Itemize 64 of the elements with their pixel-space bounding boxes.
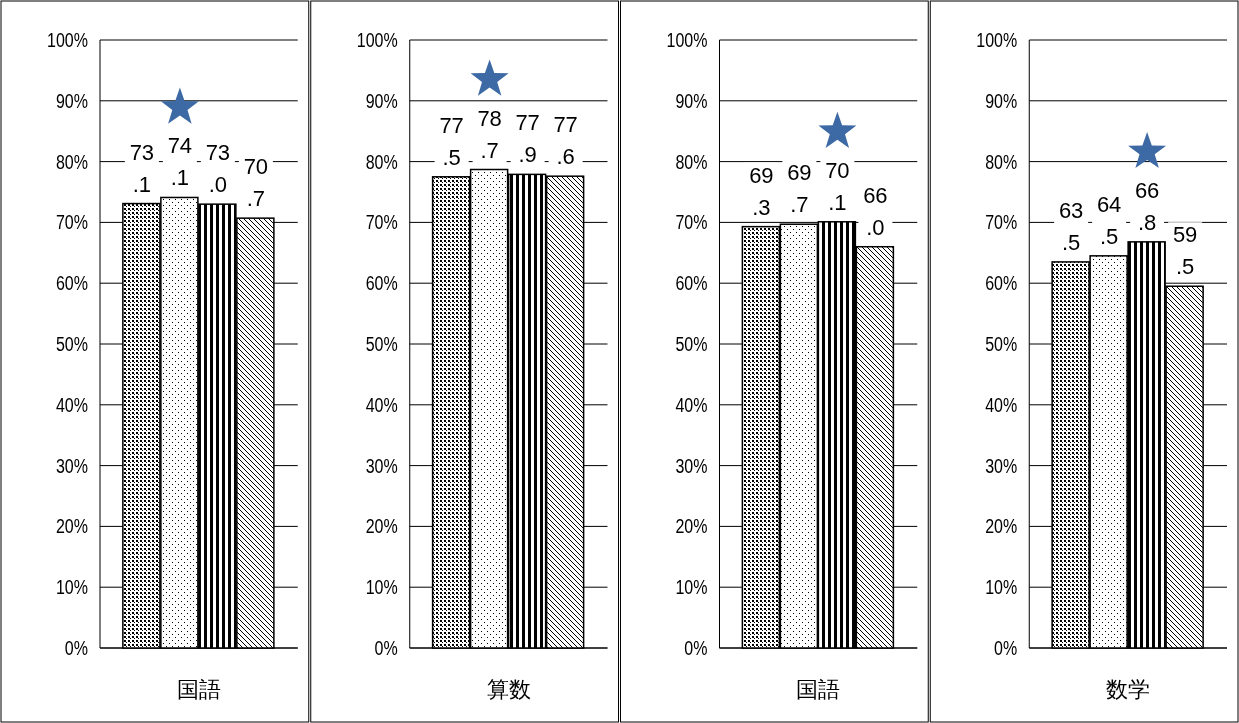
data-label: 70.1	[825, 157, 850, 215]
y-tick-label: 0%	[684, 637, 708, 660]
y-tick-label: 40%	[55, 394, 88, 417]
y-tick-label: 100%	[976, 29, 1018, 52]
y-tick-label: 30%	[985, 454, 1018, 478]
y-tick-label: 60%	[675, 272, 708, 295]
y-tick-label: 50%	[675, 333, 708, 356]
data-label: 77.6	[553, 112, 578, 170]
y-tick-label: 60%	[985, 272, 1018, 295]
data-label: 69.3	[749, 162, 774, 220]
y-tick-label: 10%	[985, 576, 1018, 599]
data-label: 73.0	[205, 140, 231, 198]
y-tick-label: 100%	[356, 29, 398, 52]
data-label: 70.7	[243, 154, 269, 212]
y-tick-label: 10%	[365, 576, 398, 599]
x-tick-label: 国語	[176, 677, 221, 702]
y-tick-label: 50%	[985, 333, 1018, 356]
y-tick-label: 30%	[365, 454, 398, 478]
y-tick-label: 20%	[365, 515, 398, 538]
data-label: 78.7	[477, 105, 502, 163]
y-tick-label: 70%	[55, 211, 88, 234]
y-tick-label: 10%	[675, 576, 708, 599]
y-tick-label: 40%	[675, 394, 708, 417]
y-tick-label: 0%	[64, 637, 88, 660]
y-tick-label: 70%	[675, 211, 708, 234]
data-label: 66.0	[863, 182, 888, 240]
y-tick-label: 30%	[675, 454, 708, 478]
y-tick-label: 20%	[675, 515, 708, 538]
y-tick-label: 70%	[985, 211, 1018, 234]
y-tick-label: 90%	[365, 90, 398, 113]
y-tick-label: 50%	[365, 333, 398, 356]
data-label: 77.9	[515, 110, 540, 168]
y-tick-label: 40%	[365, 394, 398, 417]
data-label: 73.1	[129, 139, 155, 197]
y-tick-label: 70%	[365, 211, 398, 234]
x-tick-label: 国語	[796, 677, 841, 702]
y-tick-label: 40%	[985, 394, 1018, 417]
y-tick-label: 90%	[55, 90, 88, 113]
y-tick-label: 10%	[55, 576, 88, 599]
y-tick-label: 20%	[985, 515, 1018, 538]
y-tick-label: 80%	[985, 150, 1018, 174]
data-label: 69.7	[787, 160, 812, 218]
data-label: 77.5	[439, 112, 464, 170]
x-tick-label: 数学	[1106, 677, 1151, 702]
data-label: 74.1	[167, 133, 193, 191]
x-tick-label: 算数	[486, 677, 531, 702]
y-tick-label: 80%	[55, 150, 88, 174]
y-tick-label: 80%	[365, 150, 398, 174]
data-label: 63.5	[1058, 197, 1084, 255]
y-tick-label: 60%	[365, 272, 398, 295]
y-tick-label: 90%	[675, 90, 708, 113]
data-label: 59.5	[1172, 222, 1198, 280]
y-tick-label: 60%	[55, 272, 88, 295]
y-tick-label: 0%	[374, 637, 398, 660]
y-tick-label: 100%	[47, 29, 88, 52]
y-tick-label: 30%	[55, 454, 88, 478]
data-label: 66.8	[1134, 177, 1160, 235]
y-tick-label: 80%	[675, 150, 708, 174]
y-tick-label: 20%	[55, 515, 88, 538]
y-tick-label: 100%	[666, 29, 708, 52]
y-tick-label: 0%	[994, 637, 1018, 660]
y-tick-label: 50%	[55, 333, 88, 356]
y-tick-label: 90%	[985, 90, 1018, 113]
data-label: 64.5	[1096, 191, 1122, 249]
